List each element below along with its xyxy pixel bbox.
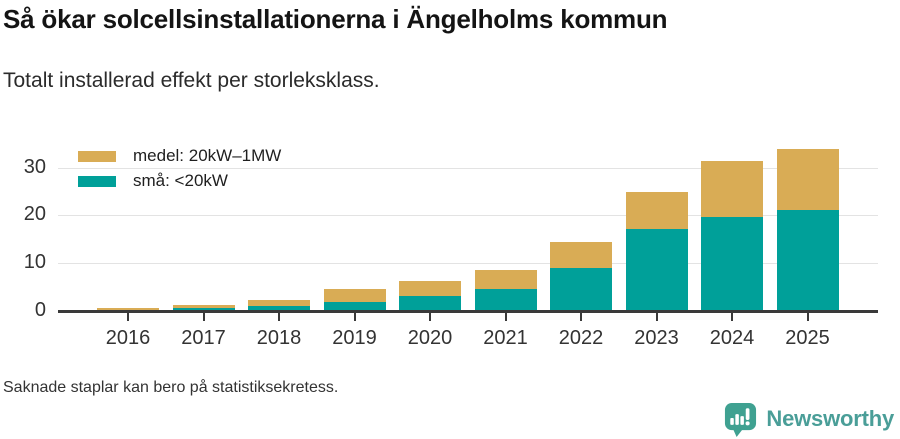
legend-item: medel: 20kW–1MW xyxy=(78,146,281,166)
newsworthy-icon xyxy=(723,401,758,437)
x-axis-tick xyxy=(504,312,507,321)
x-axis-label: 2022 xyxy=(558,327,604,349)
bar-segment-series1-2017 xyxy=(172,304,235,309)
brand-wordmark: Newsworthy xyxy=(766,406,894,431)
bar-segment-series1-2023 xyxy=(625,191,688,229)
y-axis-label: 30 xyxy=(23,155,46,178)
chart-title: Så ökar solcellsinstallationerna i Ängel… xyxy=(3,4,668,34)
x-axis-tick xyxy=(202,312,205,321)
bar-segment-series1-2016 xyxy=(97,308,159,310)
x-axis-label: 2024 xyxy=(709,327,755,349)
bar-segment-series0-2022 xyxy=(550,267,612,311)
bar-segment-series1-2019 xyxy=(323,289,386,302)
bar-segment-series0-2020 xyxy=(399,296,461,311)
x-axis-tick xyxy=(731,312,733,321)
legend-item: små: <20kW xyxy=(78,171,281,191)
bar-segment-series0-2024 xyxy=(701,217,763,311)
x-axis-tick xyxy=(127,312,129,321)
x-axis-tick xyxy=(655,312,658,321)
x-axis-label: 2020 xyxy=(407,327,453,349)
bar-segment-series0-2025 xyxy=(776,209,839,311)
bar-segment-series1-2020 xyxy=(399,280,461,297)
x-axis-label: 2025 xyxy=(785,327,830,349)
legend-swatch xyxy=(78,150,116,162)
x-axis-label: 2019 xyxy=(332,327,377,349)
x-axis-label: 2017 xyxy=(181,327,226,349)
footnote: Saknade staplar kan bero på statistiksek… xyxy=(3,379,339,396)
x-axis-label: 2018 xyxy=(256,327,302,349)
bar-segment-series0-2023 xyxy=(625,228,688,311)
x-axis-label: 2023 xyxy=(634,327,679,349)
legend-label: medel: 20kW–1MW xyxy=(133,146,282,165)
x-axis-label: 2021 xyxy=(483,327,528,349)
y-axis-label: 20 xyxy=(23,203,46,226)
x-axis-tick xyxy=(806,312,809,321)
bar-segment-series0-2018 xyxy=(248,305,310,311)
gridline-30 xyxy=(58,167,878,169)
newsworthy-logo: Newsworthy xyxy=(723,401,894,437)
bar-segment-series1-2018 xyxy=(248,300,310,306)
bar-segment-series1-2025 xyxy=(776,148,839,210)
gridline-20 xyxy=(58,215,878,217)
legend-label: små: <20kW xyxy=(133,171,228,190)
bar-segment-series1-2021 xyxy=(474,270,537,290)
bar-segment-series0-2019 xyxy=(323,301,386,311)
bar-segment-series1-2024 xyxy=(701,161,763,218)
x-axis-tick xyxy=(353,312,356,321)
x-axis-line xyxy=(58,310,878,313)
x-axis-tick xyxy=(429,312,431,321)
chart-subtitle: Totalt installerad effekt per storlekskl… xyxy=(3,69,380,92)
x-axis-tick xyxy=(278,312,280,321)
y-axis-label: 10 xyxy=(23,251,46,274)
legend: medel: 20kW–1MW små: <20kW xyxy=(78,146,281,191)
y-axis-label: 0 xyxy=(34,299,46,322)
bar-segment-series0-2021 xyxy=(474,289,537,311)
bar-segment-series0-2017 xyxy=(172,308,235,311)
x-axis-label: 2016 xyxy=(105,327,151,349)
legend-swatch xyxy=(78,175,116,187)
x-axis-tick xyxy=(580,312,582,321)
gridline-10 xyxy=(58,263,878,265)
bar-segment-series1-2022 xyxy=(550,242,612,268)
